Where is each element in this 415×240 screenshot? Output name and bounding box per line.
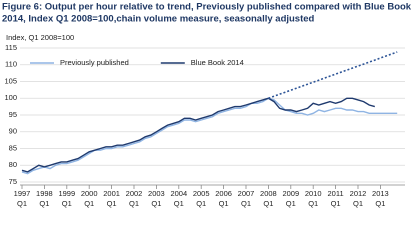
y-tick-label: 110 bbox=[5, 60, 17, 69]
series-line bbox=[21, 97, 398, 175]
x-tick-sublabel: Q1 bbox=[17, 199, 27, 208]
legend-label: Blue Book 2014 bbox=[191, 58, 244, 67]
x-tick-label: 2001 bbox=[103, 189, 120, 198]
y-tick-label: 85 bbox=[9, 143, 17, 152]
x-tick-label: 2011 bbox=[328, 189, 344, 198]
legend-label: Previously published bbox=[60, 58, 129, 67]
x-tick-sublabel: Q1 bbox=[353, 199, 363, 208]
x-tick-sublabel: Q1 bbox=[39, 199, 49, 208]
y-tick-label: 90 bbox=[9, 127, 17, 136]
x-tick-label: 2009 bbox=[282, 189, 299, 198]
x-tick-sublabel: Q1 bbox=[174, 199, 184, 208]
x-tick-sublabel: Q1 bbox=[62, 199, 72, 208]
x-tick-label: 2004 bbox=[170, 189, 187, 198]
x-tick-sublabel: Q1 bbox=[196, 199, 206, 208]
x-tick-sublabel: Q1 bbox=[107, 199, 117, 208]
x-tick-label: 2012 bbox=[350, 189, 367, 198]
x-tick-label: 2013 bbox=[372, 189, 389, 198]
x-tick-sublabel: Q1 bbox=[331, 199, 341, 208]
x-tick-label: 2006 bbox=[215, 189, 232, 198]
x-tick-label: 2002 bbox=[126, 189, 143, 198]
x-tick-sublabel: Q1 bbox=[286, 199, 296, 208]
x-tick-label: 2005 bbox=[193, 189, 210, 198]
x-tick-label: 2010 bbox=[305, 189, 322, 198]
chart-title: Figure 6: Output per hour relative to tr… bbox=[2, 2, 412, 13]
x-tick-sublabel: Q1 bbox=[308, 199, 318, 208]
chart: Figure 6: Output per hour relative to tr… bbox=[2, 2, 412, 208]
series-line bbox=[21, 97, 375, 173]
x-tick-label: 1998 bbox=[36, 189, 53, 198]
y-tick-label: 75 bbox=[9, 177, 17, 186]
x-tick-label: 2008 bbox=[260, 189, 277, 198]
x-tick-label: 2003 bbox=[148, 189, 165, 198]
y-tick-label: 115 bbox=[5, 43, 17, 52]
x-tick-label: 1997 bbox=[14, 189, 31, 198]
y-tick-label: 105 bbox=[4, 76, 17, 85]
y-axis-label: Index, Q1 2008=100 bbox=[6, 33, 74, 42]
x-tick-sublabel: Q1 bbox=[84, 199, 94, 208]
x-tick-label: 2007 bbox=[238, 189, 255, 198]
x-tick-sublabel: Q1 bbox=[263, 199, 273, 208]
x-tick-sublabel: Q1 bbox=[151, 199, 161, 208]
y-tick-label: 100 bbox=[4, 93, 17, 102]
chart-title: 2014, Index Q1 2008=100,chain volume mea… bbox=[2, 14, 315, 25]
y-tick-label: 95 bbox=[9, 110, 17, 119]
x-tick-sublabel: Q1 bbox=[219, 199, 229, 208]
x-tick-sublabel: Q1 bbox=[129, 199, 139, 208]
y-tick-label: 80 bbox=[9, 160, 17, 169]
x-tick-label: 1999 bbox=[58, 189, 75, 198]
x-tick-sublabel: Q1 bbox=[241, 199, 251, 208]
trend-line bbox=[268, 51, 398, 100]
x-tick-sublabel: Q1 bbox=[375, 199, 385, 208]
x-tick-label: 2000 bbox=[81, 189, 98, 198]
